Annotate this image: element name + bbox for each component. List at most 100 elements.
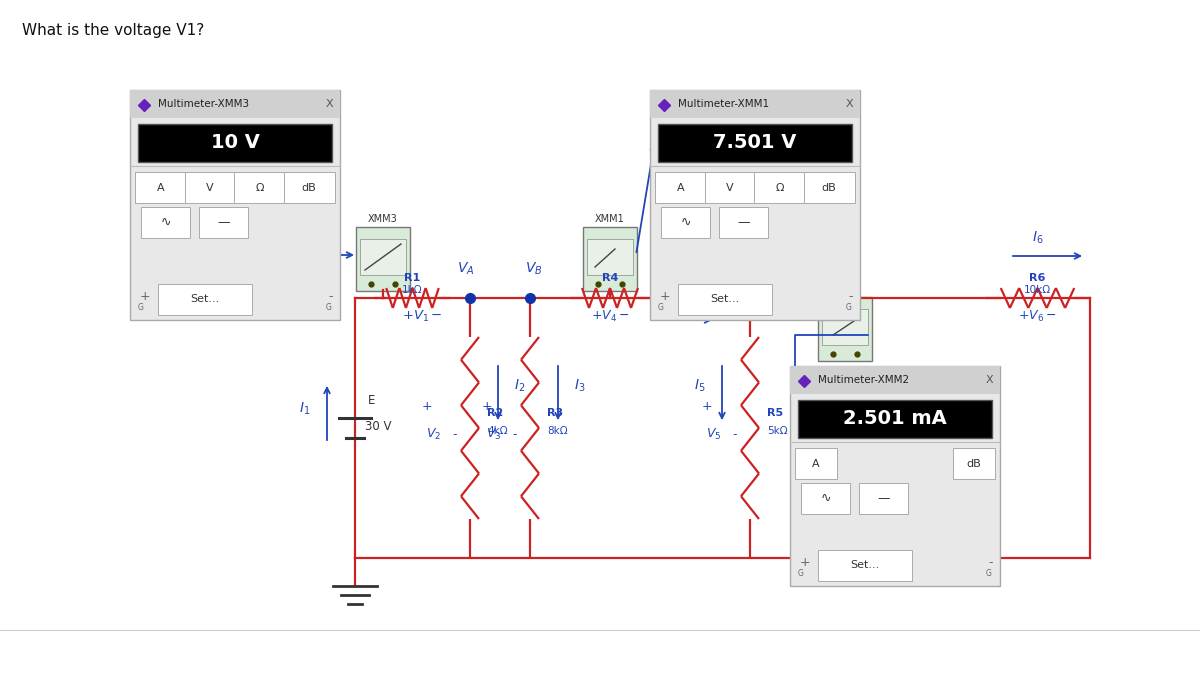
Text: —: — (737, 216, 750, 229)
Bar (658, 124, 852, 162)
FancyBboxPatch shape (754, 172, 805, 203)
FancyBboxPatch shape (199, 207, 248, 238)
Text: A: A (677, 182, 684, 193)
Text: $I_3$: $I_3$ (575, 378, 586, 395)
Text: -: - (848, 290, 852, 304)
Text: 1kΩ: 1kΩ (402, 285, 422, 295)
Text: +: + (422, 400, 433, 413)
Text: $V_B$: $V_B$ (526, 261, 542, 277)
Bar (650, 90, 860, 118)
Text: Multimeter-XMM1: Multimeter-XMM1 (678, 99, 769, 109)
Text: $V_2$: $V_2$ (426, 427, 442, 442)
Text: G: G (986, 569, 992, 578)
FancyBboxPatch shape (360, 239, 406, 275)
Text: ∿: ∿ (680, 216, 691, 229)
Text: E: E (368, 393, 376, 407)
Text: XMM2: XMM2 (830, 284, 860, 294)
Text: $+V_1-$: $+V_1-$ (402, 309, 443, 324)
Text: Ω: Ω (775, 182, 784, 193)
Text: dB: dB (822, 182, 836, 193)
FancyBboxPatch shape (158, 284, 252, 315)
Text: Multimeter-XMM2: Multimeter-XMM2 (818, 375, 910, 385)
Text: +: + (800, 557, 811, 570)
FancyBboxPatch shape (142, 207, 190, 238)
Text: 2.501 mA: 2.501 mA (844, 410, 947, 428)
Text: -: - (328, 290, 332, 304)
Text: G: G (798, 569, 804, 578)
Text: 30 V: 30 V (365, 420, 391, 433)
Text: -: - (452, 428, 456, 441)
Text: $I_2$: $I_2$ (515, 378, 526, 395)
Text: G: G (846, 303, 852, 312)
FancyBboxPatch shape (650, 90, 860, 320)
Text: XMM1: XMM1 (595, 214, 625, 224)
Text: A: A (157, 182, 164, 193)
Text: $I_6$: $I_6$ (1032, 230, 1043, 246)
FancyBboxPatch shape (818, 550, 912, 581)
Text: +: + (140, 290, 151, 304)
FancyBboxPatch shape (661, 207, 710, 238)
Bar (790, 366, 1000, 394)
Text: XMM3: XMM3 (368, 214, 398, 224)
Bar (130, 90, 340, 118)
FancyBboxPatch shape (583, 227, 637, 291)
Text: V: V (206, 182, 214, 193)
Text: R3: R3 (547, 408, 563, 418)
FancyBboxPatch shape (587, 239, 634, 275)
Text: Multimeter-XMM3: Multimeter-XMM3 (158, 99, 250, 109)
Text: +: + (482, 400, 493, 413)
Text: R6: R6 (1030, 273, 1045, 283)
Text: 4kΩ: 4kΩ (487, 426, 508, 436)
FancyBboxPatch shape (134, 172, 186, 203)
FancyBboxPatch shape (356, 227, 410, 291)
FancyBboxPatch shape (804, 172, 854, 203)
Text: R5: R5 (767, 408, 784, 418)
Text: -: - (512, 428, 516, 441)
Text: G: G (658, 303, 664, 312)
Text: A: A (812, 458, 820, 468)
FancyBboxPatch shape (130, 90, 340, 320)
Text: Set...: Set... (191, 294, 220, 304)
Text: ∿: ∿ (161, 216, 170, 229)
Text: +: + (660, 290, 671, 304)
Text: +: + (702, 400, 713, 413)
FancyBboxPatch shape (185, 172, 235, 203)
Text: X: X (325, 99, 332, 109)
FancyBboxPatch shape (790, 366, 1000, 586)
Text: $V_A$: $V_A$ (457, 261, 475, 277)
FancyBboxPatch shape (818, 297, 872, 361)
Text: $V_5$: $V_5$ (706, 427, 721, 442)
Text: -: - (988, 557, 992, 570)
Text: 10kΩ: 10kΩ (1024, 285, 1051, 295)
FancyBboxPatch shape (704, 172, 756, 203)
FancyBboxPatch shape (283, 172, 335, 203)
Text: G: G (138, 303, 144, 312)
Text: $+V_4-$: $+V_4-$ (590, 309, 629, 324)
Bar (798, 400, 992, 438)
Text: Set...: Set... (851, 561, 880, 570)
FancyBboxPatch shape (802, 483, 850, 514)
Text: $I_4$: $I_4$ (684, 294, 696, 311)
Text: $I_5$: $I_5$ (695, 378, 706, 395)
Text: X: X (985, 375, 992, 385)
FancyBboxPatch shape (655, 172, 706, 203)
Text: 10 V: 10 V (210, 134, 259, 153)
FancyBboxPatch shape (822, 309, 868, 345)
Text: V: V (726, 182, 734, 193)
FancyBboxPatch shape (796, 448, 838, 479)
Text: G: G (326, 303, 332, 312)
Text: dB: dB (301, 182, 317, 193)
Text: 8kΩ: 8kΩ (547, 426, 568, 436)
Text: $+V_6-$: $+V_6-$ (1019, 309, 1057, 324)
Text: dB: dB (967, 458, 982, 468)
Text: 5kΩ: 5kΩ (767, 426, 787, 436)
Text: $V_3$: $V_3$ (486, 427, 502, 442)
FancyBboxPatch shape (678, 284, 772, 315)
Text: R2: R2 (487, 408, 503, 418)
Text: R1: R1 (404, 273, 421, 283)
Text: -: - (732, 428, 737, 441)
FancyBboxPatch shape (953, 448, 995, 479)
Text: —: — (877, 492, 889, 505)
Bar (138, 124, 332, 162)
FancyBboxPatch shape (719, 207, 768, 238)
